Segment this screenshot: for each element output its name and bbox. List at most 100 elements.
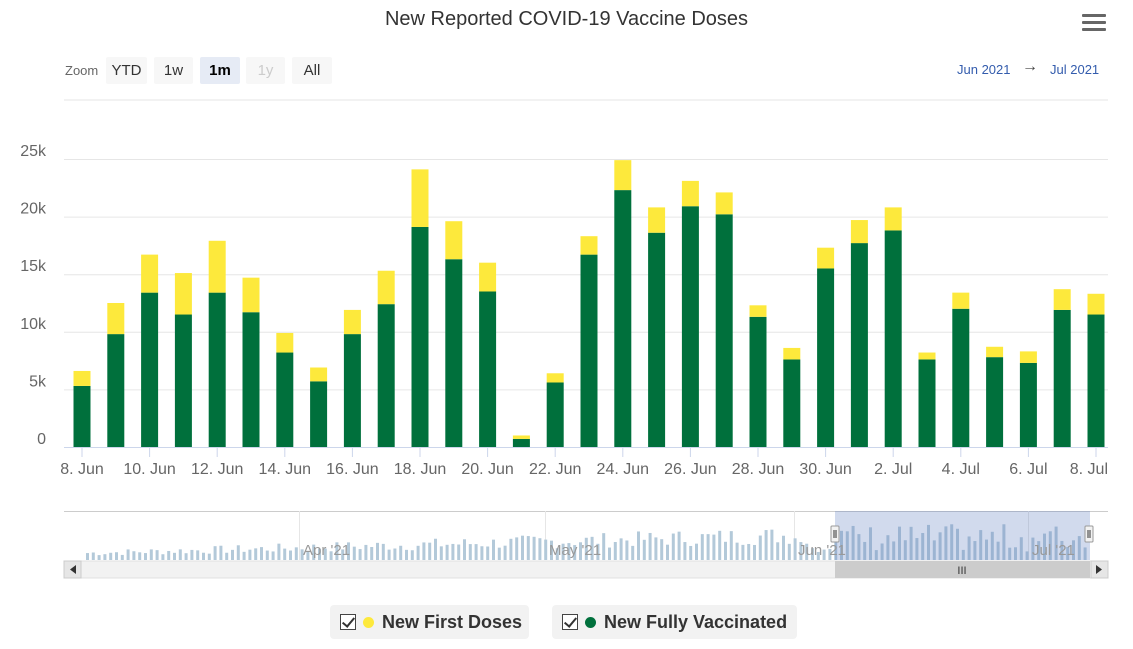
bar-first-doses[interactable]	[343, 309, 361, 335]
bar-fully-vaccinated[interactable]	[1087, 314, 1105, 447]
range-to[interactable]: Jul 2021	[1050, 62, 1100, 77]
zoom-button-1y[interactable]: 1y	[246, 57, 285, 84]
navigator-mini-bar	[944, 526, 948, 560]
bar-first-doses[interactable]	[1053, 289, 1071, 310]
bar-first-doses[interactable]	[952, 292, 970, 309]
navigator-mini-bar	[306, 550, 310, 560]
navigator-mini-bar	[178, 549, 182, 560]
bar-fully-vaccinated[interactable]	[208, 292, 226, 447]
navigator-handle[interactable]	[1084, 525, 1094, 543]
bar-first-doses[interactable]	[208, 240, 226, 293]
bar-fully-vaccinated[interactable]	[715, 214, 733, 447]
navigator-mini-bar	[242, 551, 246, 560]
checkbox-checked-icon[interactable]	[562, 614, 578, 630]
bar-fully-vaccinated[interactable]	[343, 334, 361, 447]
bar-fully-vaccinated[interactable]	[73, 385, 91, 447]
bar-first-doses[interactable]	[986, 346, 1004, 358]
bar-fully-vaccinated[interactable]	[614, 190, 632, 447]
bar-fully-vaccinated[interactable]	[817, 268, 835, 447]
bar-fully-vaccinated[interactable]	[850, 243, 868, 447]
bar-first-doses[interactable]	[445, 221, 463, 260]
bar-fully-vaccinated[interactable]	[174, 314, 192, 447]
bar-fully-vaccinated[interactable]	[546, 382, 564, 447]
bar-first-doses[interactable]	[614, 160, 632, 191]
bar-first-doses[interactable]	[884, 207, 902, 231]
legend-item-first-doses[interactable]: New First Doses	[330, 605, 529, 639]
y-tick-label: 10k	[20, 316, 47, 333]
navigator-mini-bar	[1054, 526, 1058, 560]
zoom-button-1w[interactable]: 1w	[154, 57, 193, 84]
scrollbar-thumb[interactable]	[835, 561, 1090, 578]
navigator-mini-bar	[689, 545, 693, 560]
bar-fully-vaccinated[interactable]	[411, 226, 429, 447]
bar-fully-vaccinated[interactable]	[986, 357, 1004, 447]
bar-fully-vaccinated[interactable]	[681, 206, 699, 447]
navigator-mini-bar	[805, 543, 809, 560]
navigator-mini-bar	[468, 544, 472, 560]
bar-first-doses[interactable]	[1019, 351, 1037, 363]
bar-first-doses[interactable]	[715, 192, 733, 215]
navigator-mini-bar	[1019, 537, 1023, 560]
bar-fully-vaccinated[interactable]	[1019, 362, 1037, 447]
bars	[64, 160, 1108, 448]
navigator-mini-bar	[300, 549, 304, 560]
navigator-date-label: Jul '21	[1032, 542, 1075, 559]
bar-first-doses[interactable]	[749, 305, 767, 317]
bar-fully-vaccinated[interactable]	[377, 304, 395, 447]
bar-first-doses[interactable]	[73, 370, 91, 386]
navigator-mini-bar	[950, 524, 954, 560]
bar-fully-vaccinated[interactable]	[580, 254, 598, 447]
bar-fully-vaccinated[interactable]	[884, 230, 902, 447]
bar-first-doses[interactable]	[918, 352, 936, 360]
bar-first-doses[interactable]	[377, 270, 395, 305]
bar-first-doses[interactable]	[512, 435, 530, 439]
bar-fully-vaccinated[interactable]	[276, 352, 294, 447]
bar-fully-vaccinated[interactable]	[918, 359, 936, 447]
y-tick-label: 15k	[20, 258, 47, 275]
navigator-mini-bar	[352, 546, 356, 560]
bar-first-doses[interactable]	[174, 273, 192, 315]
range-from[interactable]: Jun 2021	[957, 62, 1011, 77]
bar-first-doses[interactable]	[783, 347, 801, 360]
bar-fully-vaccinated[interactable]	[445, 259, 463, 447]
bar-first-doses[interactable]	[310, 367, 328, 382]
bar-first-doses[interactable]	[141, 254, 159, 293]
bar-fully-vaccinated[interactable]	[141, 292, 159, 447]
bar-first-doses[interactable]	[1087, 293, 1105, 315]
checkbox-checked-icon[interactable]	[340, 614, 356, 630]
bar-first-doses[interactable]	[648, 207, 666, 233]
zoom-button-all[interactable]: All	[292, 57, 332, 84]
bar-first-doses[interactable]	[817, 247, 835, 269]
bar-fully-vaccinated[interactable]	[107, 334, 125, 447]
navigator-mini-bar	[207, 553, 211, 560]
bar-fully-vaccinated[interactable]	[783, 359, 801, 447]
navigator-mini-bar	[648, 532, 652, 560]
bar-fully-vaccinated[interactable]	[242, 312, 260, 447]
bar-fully-vaccinated[interactable]	[1053, 309, 1071, 447]
scrollbar-grip[interactable]: III	[957, 565, 966, 577]
navigator-mini-bar	[225, 552, 229, 560]
legend-item-fully-vaccinated[interactable]: New Fully Vaccinated	[552, 605, 797, 639]
bar-first-doses[interactable]	[546, 373, 564, 383]
x-tick-label: 6. Jul	[1009, 461, 1047, 478]
bar-fully-vaccinated[interactable]	[749, 316, 767, 447]
navigator-handle[interactable]	[830, 525, 840, 543]
hamburger-menu-icon[interactable]	[1082, 14, 1106, 36]
bar-fully-vaccinated[interactable]	[310, 381, 328, 447]
navigator-selection[interactable]	[835, 511, 1090, 560]
zoom-button-ytd[interactable]: YTD	[106, 57, 147, 84]
bar-first-doses[interactable]	[850, 220, 868, 244]
bar-fully-vaccinated[interactable]	[512, 438, 530, 447]
bar-first-doses[interactable]	[276, 332, 294, 353]
bar-first-doses[interactable]	[580, 236, 598, 255]
bar-first-doses[interactable]	[242, 277, 260, 313]
bar-fully-vaccinated[interactable]	[479, 291, 497, 447]
bar-first-doses[interactable]	[681, 180, 699, 207]
bar-fully-vaccinated[interactable]	[648, 232, 666, 447]
bar-first-doses[interactable]	[411, 169, 429, 227]
zoom-button-1m[interactable]: 1m	[200, 57, 240, 84]
bar-first-doses[interactable]	[479, 262, 497, 292]
navigator-mini-bar	[399, 545, 403, 560]
bar-first-doses[interactable]	[107, 303, 125, 335]
bar-fully-vaccinated[interactable]	[952, 308, 970, 447]
